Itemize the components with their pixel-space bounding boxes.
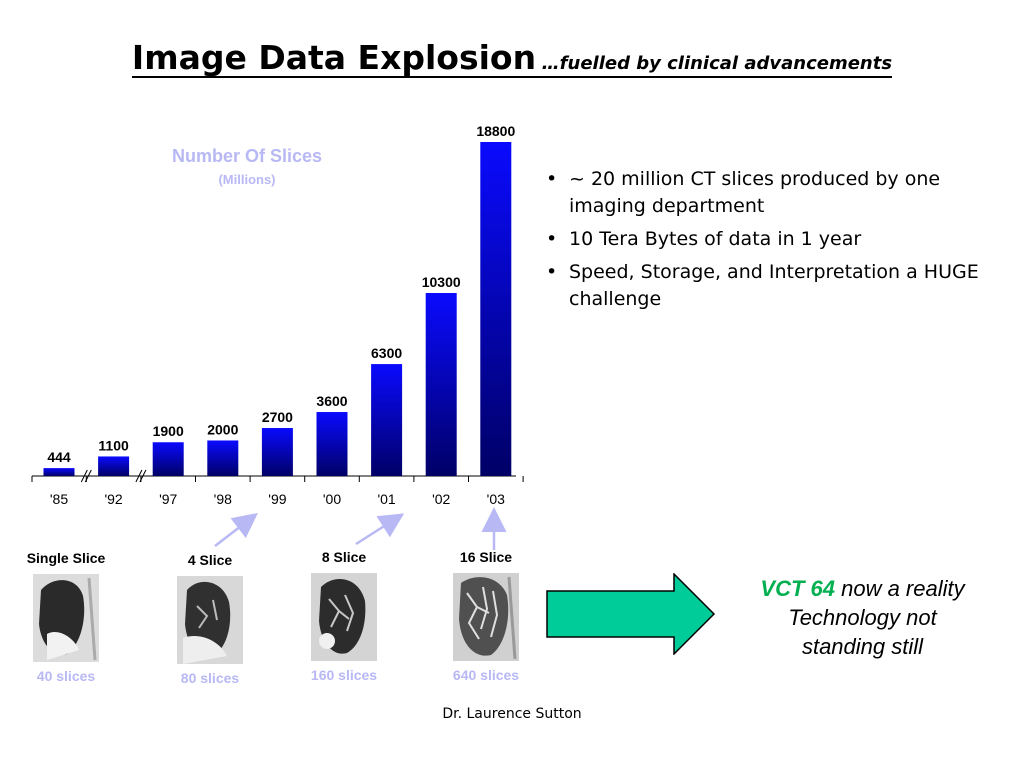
bar-value-label: 18800	[476, 123, 515, 139]
vct-callout: VCT 64 now a reality Technology not stan…	[735, 574, 990, 661]
axis-break-mark	[80, 469, 88, 483]
ct-8-slice: 8 Slice 160 slices	[294, 549, 394, 683]
bar-3	[207, 440, 239, 476]
ct-label: 4 Slice	[187, 552, 233, 568]
ct-lung-scan-icon	[453, 573, 519, 661]
ct-lung-scan-icon	[33, 574, 99, 662]
x-tick-label: '02	[432, 491, 450, 507]
x-tick-label: '92	[104, 491, 122, 507]
title-text: Image Data Explosion …fuelled by clinica…	[131, 38, 893, 79]
x-tick-label: '00	[323, 491, 341, 507]
chart-subtitle: (Millions)	[218, 172, 275, 187]
ct-16-slice: 16 Slice 640 slices	[436, 549, 536, 683]
bullet-item: Speed, Storage, and Interpretation a HUG…	[540, 259, 990, 313]
ct-label: Single Slice	[26, 550, 106, 566]
ct-slice-count: 80 slices	[180, 670, 240, 686]
bar-value-label: 444	[47, 449, 71, 465]
slide-title: Image Data Explosion …fuelled by clinica…	[0, 38, 1024, 79]
slices-bar-chart: Number Of Slices (Millions) 444 '85 1100 '9…	[31, 123, 524, 507]
bullet-list: ~ 20 million CT slices produced by one i…	[540, 166, 990, 319]
title-subtitle: …fuelled by clinical advancements	[541, 53, 893, 74]
bar-value-label: 2700	[262, 409, 293, 425]
bar-1	[98, 456, 130, 476]
ct-single-slice: Single Slice 40 slices	[16, 550, 116, 684]
bar-5	[316, 412, 348, 476]
ct-4-slice: 4 Slice 80 slices	[160, 552, 260, 686]
x-tick-label: '99	[268, 491, 286, 507]
chart-title: Number Of Slices	[172, 146, 322, 166]
vct-callout-line3: standing still	[801, 634, 924, 659]
axis-break-mark	[139, 469, 147, 483]
bar-4	[261, 428, 293, 476]
ct-label: 16 Slice	[459, 549, 513, 565]
bar-8	[480, 142, 512, 476]
bar-value-label: 2000	[207, 421, 238, 437]
title-main: Image Data Explosion	[131, 38, 537, 77]
ct-slice-count: 640 slices	[452, 667, 520, 683]
bar-7	[425, 293, 457, 476]
x-tick-label: '03	[487, 491, 505, 507]
pointer-arrows	[214, 507, 507, 550]
green-arrow-icon	[546, 573, 716, 655]
vct-callout-line2: Technology not	[788, 605, 937, 630]
x-tick-label: '98	[214, 491, 232, 507]
x-tick-label: '85	[50, 491, 68, 507]
bar-2	[152, 442, 184, 476]
axis-break-mark	[135, 469, 143, 483]
ct-label: 8 Slice	[321, 549, 367, 565]
bullet-item: ~ 20 million CT slices produced by one i…	[540, 166, 990, 220]
ct-lung-scan-icon	[177, 576, 243, 664]
pointer-arrow-8-slice	[355, 513, 405, 546]
bar-6	[371, 364, 403, 476]
bar-0	[43, 468, 75, 476]
bar-value-label: 3600	[316, 393, 347, 409]
author-credit: Dr. Laurence Sutton	[442, 706, 582, 722]
x-tick-label: '01	[377, 491, 395, 507]
bar-value-label: 6300	[371, 345, 402, 361]
vct-highlight: VCT 64	[760, 576, 835, 601]
ct-lung-scan-icon	[311, 573, 377, 661]
bar-value-label: 1100	[98, 437, 129, 453]
bar-value-label: 1900	[153, 423, 184, 439]
bar-value-label: 10300	[422, 274, 461, 290]
x-tick-label: '97	[159, 491, 177, 507]
axis-break-mark	[84, 469, 92, 483]
ct-slice-count: 40 slices	[36, 668, 96, 684]
vct-callout-line1: VCT 64 now a reality	[735, 574, 990, 603]
ct-slice-count: 160 slices	[310, 667, 378, 683]
vct-text: now a reality	[834, 576, 965, 601]
pointer-arrow-4-slice	[214, 512, 258, 547]
bullet-item: 10 Tera Bytes of data in 1 year	[540, 226, 990, 253]
